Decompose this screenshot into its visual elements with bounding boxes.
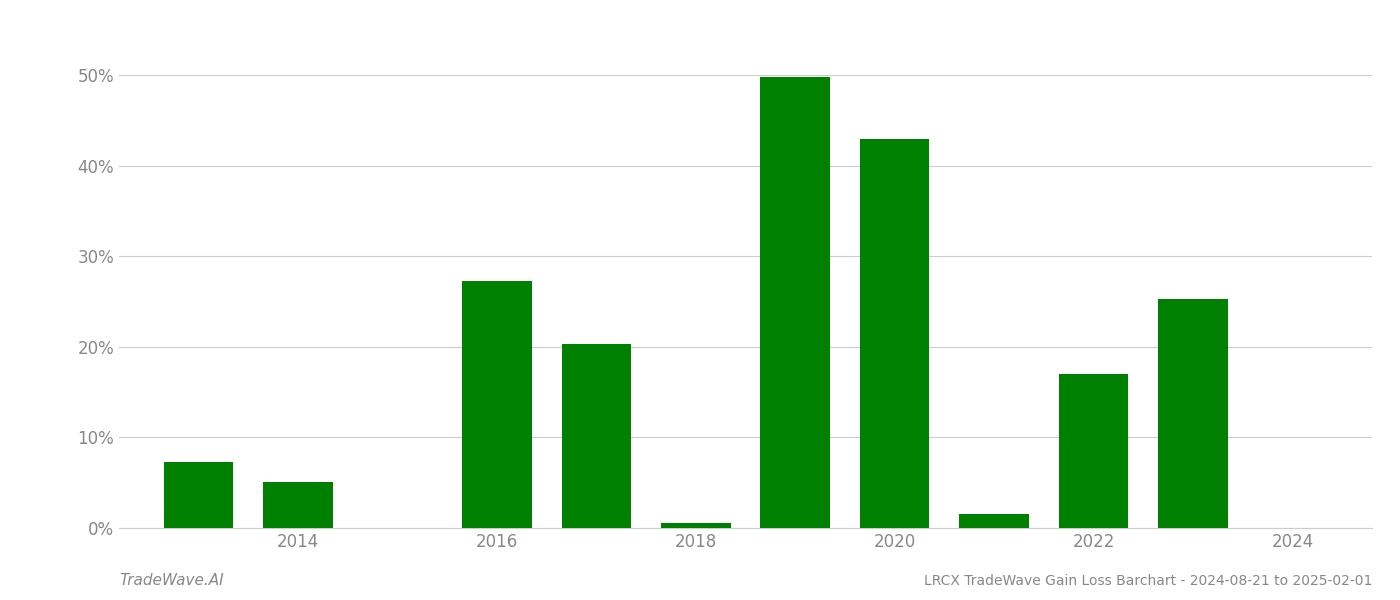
Bar	[860, 139, 930, 528]
Bar	[959, 514, 1029, 528]
Bar	[760, 77, 830, 528]
Text: TradeWave.AI: TradeWave.AI	[119, 573, 224, 588]
Bar	[661, 523, 731, 528]
Bar	[1158, 299, 1228, 528]
Bar	[462, 281, 532, 528]
Bar	[263, 482, 333, 528]
Bar	[561, 344, 631, 528]
Bar	[1058, 374, 1128, 528]
Text: LRCX TradeWave Gain Loss Barchart - 2024-08-21 to 2025-02-01: LRCX TradeWave Gain Loss Barchart - 2024…	[924, 574, 1372, 588]
Bar	[164, 462, 234, 528]
